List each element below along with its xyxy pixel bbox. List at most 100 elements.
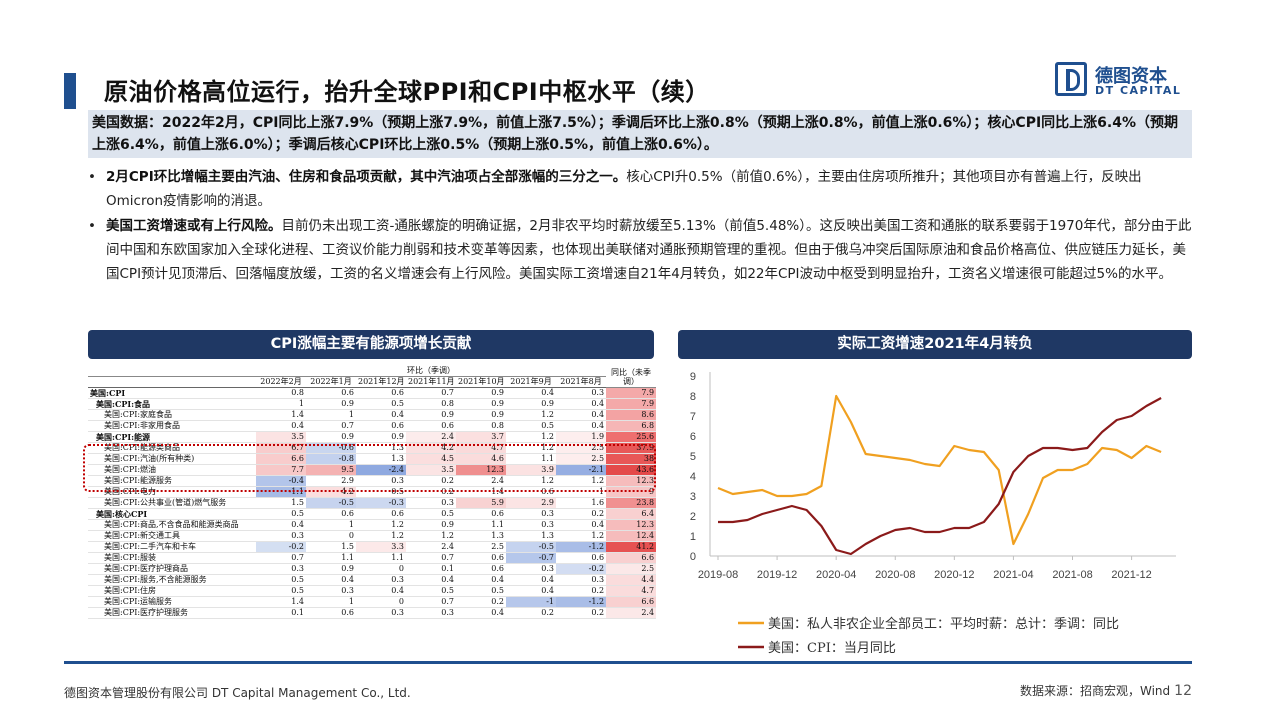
mom-cell: 1.3	[456, 530, 506, 542]
mom-cell: 4.7	[456, 442, 506, 454]
footer-source: 数据来源：招商宏观，Wind 12	[1020, 682, 1192, 699]
mom-cell: 9.5	[306, 464, 356, 476]
table-row: 美国:CPI:家庭食品 1.4 1 0.4 0.9 0.9 1.2 0.4 8.6	[88, 409, 657, 421]
mom-cell: 7.7	[256, 464, 306, 476]
mom-cell: 0.6	[306, 508, 356, 520]
mom-cell: -0.6	[306, 442, 356, 454]
yoy-cell: 41.2	[606, 541, 657, 553]
y-tick-label: 6	[690, 431, 696, 443]
mom-cell: 1.2	[506, 431, 556, 443]
bullet-marker: •	[88, 169, 96, 185]
row-label: 美国:核心CPI	[88, 508, 256, 520]
row-label: 美国:CPI:服务,不含能源服务	[88, 574, 256, 586]
y-tick-label: 2	[690, 511, 696, 523]
table-row: 美国:CPI:住房 0.5 0.3 0.4 0.5 0.5 0.4 0.2 4.7	[88, 585, 657, 597]
mom-cell: 0.4	[256, 519, 306, 531]
bullet-headline: 2月CPI环比增幅主要由汽油、住房和食品项贡献，其中汽油项占全部涨幅的三分之一。	[106, 169, 627, 185]
mom-cell: 0.7	[406, 387, 456, 399]
mom-cell: 2.5	[556, 442, 607, 454]
yoy-cell: 38	[606, 453, 657, 465]
mom-cell: -0.7	[506, 552, 556, 564]
column-header: 2021年9月	[506, 376, 556, 388]
title-accent-bar	[64, 73, 76, 109]
mom-cell: 0.6	[406, 420, 456, 432]
mom-cell: 0.4	[506, 585, 556, 597]
yoy-cell: 6.8	[606, 420, 657, 432]
mom-cell: 0.8	[256, 387, 306, 399]
y-tick-label: 0	[690, 551, 696, 563]
table-row: 美国:CPI 0.8 0.6 0.6 0.7 0.9 0.4 0.3 7.9	[88, 387, 657, 399]
mom-cell: 0.4	[506, 387, 556, 399]
y-tick-label: 4	[690, 471, 696, 483]
mom-cell: 3.3	[356, 541, 406, 553]
mom-cell: 0.6	[356, 508, 406, 520]
logo-text-cn: 德图资本	[1095, 66, 1167, 87]
row-label: 美国:CPI:服装	[88, 552, 256, 564]
yoy-cell: 4.7	[606, 585, 657, 597]
table-row: 美国:CPI:运输服务 1.4 1 0 0.7 0.2 -1 -1.2 6.6	[88, 596, 657, 608]
column-header: 2022年2月	[256, 376, 306, 388]
row-label: 美国:CPI:医疗护理服务	[88, 607, 256, 619]
yoy-cell: 23.8	[606, 497, 657, 509]
mom-cell: 0.5	[506, 420, 556, 432]
row-label: 美国:CPI:医疗护理商品	[88, 563, 256, 575]
mom-cell: 0.2	[406, 486, 456, 498]
x-tick-label: 2021-08	[1052, 569, 1092, 581]
mom-cell: 1.4	[456, 486, 506, 498]
mom-cell: 1.2	[556, 530, 607, 542]
row-label: 美国:CPI:能源类商品	[88, 442, 256, 454]
mom-cell: 0.2	[506, 607, 556, 619]
mom-cell: 1.1	[506, 453, 556, 465]
mom-cell: -2.4	[356, 464, 406, 476]
mom-cell: 0.3	[506, 563, 556, 575]
mom-cell: -2.1	[556, 464, 607, 476]
mom-cell: 0	[356, 596, 406, 608]
table-group-header-row: 环比（季调） 同比（未季调）	[88, 366, 657, 388]
mom-cell: 1.2	[356, 519, 406, 531]
mom-cell: 0.5	[256, 508, 306, 520]
bullet-body: 核心CPI升0.5%（前值0.6%），主要由住房项所推升；其他项目亦有普遍上行，…	[106, 169, 1142, 209]
mom-cell: 0.4	[306, 574, 356, 586]
mom-cell: -0.3	[356, 497, 406, 509]
mom-cell: 6.6	[256, 453, 306, 465]
mom-cell: 1.4	[256, 409, 306, 421]
row-label: 美国:CPI:新交通工具	[88, 530, 256, 542]
mom-cell: 2.5	[456, 541, 506, 553]
row-label: 美国:CPI:公共事业(管道)燃气服务	[88, 497, 256, 509]
x-tick-label: 2020-08	[875, 569, 915, 581]
mom-cell: 0.5	[256, 585, 306, 597]
mom-cell: 1.6	[556, 497, 607, 509]
mom-cell: 0.6	[356, 420, 406, 432]
mom-cell: 4.2	[406, 442, 456, 454]
column-header: 2021年8月	[556, 376, 607, 388]
mom-group-header: 环比（季调）	[256, 366, 607, 377]
mom-cell: 6.7	[256, 442, 306, 454]
mom-cell: 0.5	[406, 585, 456, 597]
table-row: 美国:CPI:二手汽车和卡车 -0.2 1.5 3.3 2.4 2.5 -0.5 -1.2 41…	[88, 541, 657, 553]
row-label: 美国:CPI:电力	[88, 486, 256, 498]
yoy-cell: 25.6	[606, 431, 657, 443]
yoy-cell: 8.6	[606, 409, 657, 421]
mom-cell: 0.4	[506, 574, 556, 586]
logo-mark-icon	[1055, 62, 1087, 96]
column-header: 2022年1月	[306, 376, 356, 388]
mom-cell: 1.2	[506, 409, 556, 421]
mom-cell: 3.9	[506, 464, 556, 476]
mom-cell: 0.3	[356, 574, 406, 586]
mom-cell: 0.9	[406, 519, 456, 531]
mom-cell: -1	[506, 596, 556, 608]
mom-cell: 1.5	[306, 541, 356, 553]
mom-cell: 0.8	[456, 420, 506, 432]
table-row: 美国:CPI:电力 -1.1 4.2 0.5 0.2 1.4 0.6 1 9	[88, 486, 657, 498]
mom-cell: 1	[306, 596, 356, 608]
row-label: 美国:CPI:汽油(所有种类)	[88, 453, 256, 465]
mom-cell: 0.2	[556, 508, 607, 520]
mom-cell: -0.4	[256, 475, 306, 487]
row-label: 美国:CPI:运输服务	[88, 596, 256, 608]
row-label: 美国:CPI:二手汽车和卡车	[88, 541, 256, 553]
mom-cell: -0.2	[556, 563, 607, 575]
mom-cell: 0.1	[406, 563, 456, 575]
mom-cell: 0.7	[406, 552, 456, 564]
mom-cell: 0.6	[456, 552, 506, 564]
mom-cell: 1.5	[256, 497, 306, 509]
